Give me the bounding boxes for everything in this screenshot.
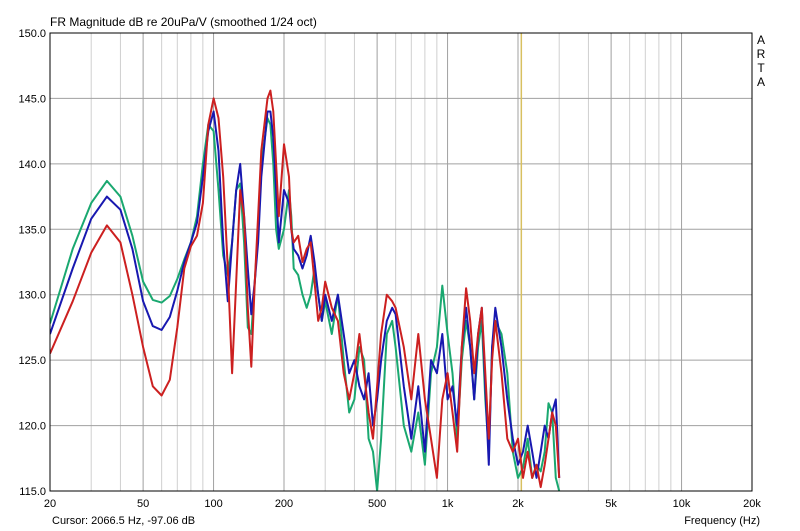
x-tick-label: 500 bbox=[368, 498, 386, 510]
x-tick-label: 10k bbox=[673, 498, 691, 510]
x-tick-label: 100 bbox=[204, 498, 222, 510]
x-tick-label: 50 bbox=[137, 498, 149, 510]
y-tick-label: 130.0 bbox=[18, 290, 46, 302]
brand-letter: T bbox=[757, 61, 765, 75]
x-tick-label: 20 bbox=[44, 498, 56, 510]
y-tick-label: 120.0 bbox=[18, 421, 46, 433]
x-axis-label: Frequency (Hz) bbox=[684, 515, 760, 527]
brand-letter: R bbox=[756, 47, 766, 61]
plot-frame bbox=[49, 32, 753, 492]
y-tick-label: 140.0 bbox=[18, 159, 46, 171]
series-line bbox=[50, 117, 561, 491]
y-tick-label: 125.0 bbox=[18, 355, 46, 367]
x-tick-label: 2k bbox=[512, 498, 524, 510]
arta-brand-vertical: A R T A bbox=[756, 33, 766, 89]
y-tick-label: 145.0 bbox=[18, 93, 46, 105]
chart-title: FR Magnitude dB re 20uPa/V (smoothed 1/2… bbox=[50, 15, 317, 29]
x-tick-label: 1k bbox=[442, 498, 454, 510]
y-tick-label: 150.0 bbox=[18, 28, 46, 40]
series-line bbox=[50, 89, 561, 489]
brand-letter: A bbox=[756, 75, 765, 89]
y-tick-label: 135.0 bbox=[18, 224, 46, 236]
brand-letter: A bbox=[756, 33, 765, 47]
x-tick-label: 20k bbox=[743, 498, 761, 510]
cursor-readout: Cursor: 2066.5 Hz, -97.06 dB bbox=[52, 515, 196, 527]
x-tick-label: 200 bbox=[275, 498, 293, 510]
y-tick-label: 115.0 bbox=[19, 486, 46, 498]
x-tick-label: 5k bbox=[605, 498, 617, 510]
